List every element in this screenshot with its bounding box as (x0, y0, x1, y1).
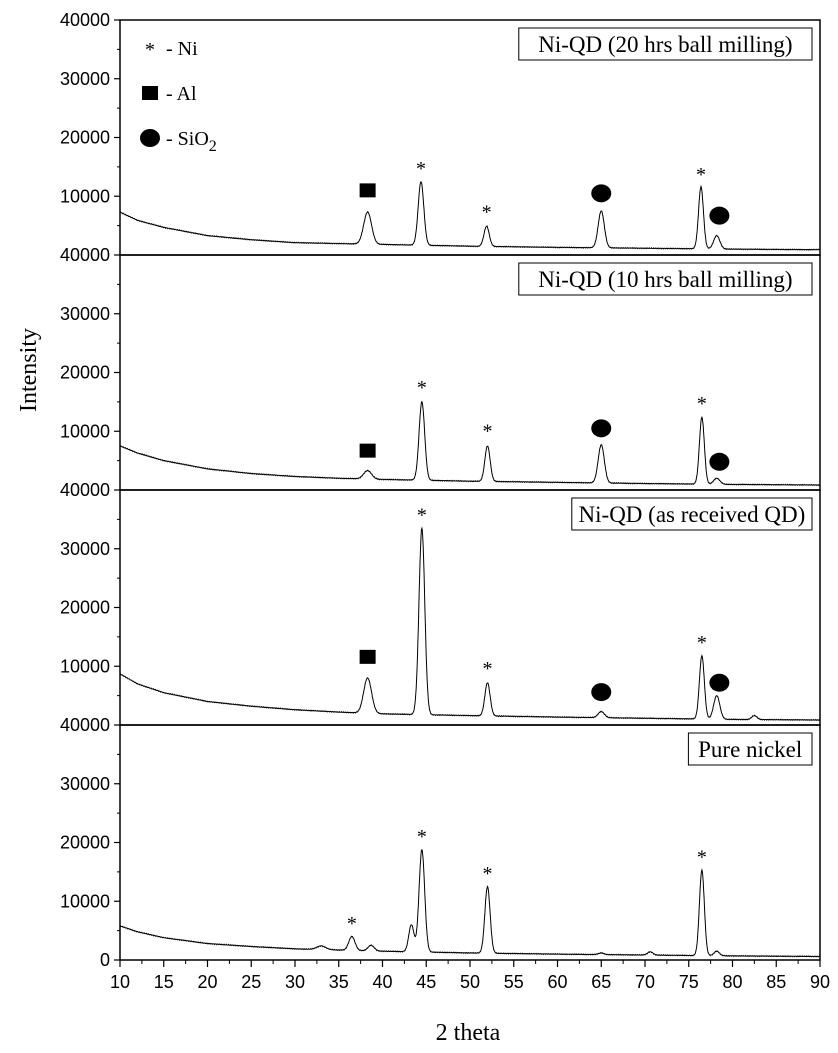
ni-peak-marker: * (696, 164, 706, 186)
panel-title: Ni-QD (20 hrs ball milling) (538, 32, 792, 57)
y-tick-label: 40000 (60, 480, 110, 500)
y-tick-label: 20000 (60, 598, 110, 618)
ni-peak-marker: * (416, 158, 426, 180)
panel-title-box (687, 732, 813, 766)
sio2-peak-marker (591, 683, 612, 702)
legend-square-symbol (142, 86, 158, 100)
legend-label-subscript: 2 (209, 138, 217, 155)
xrd-pattern-line (119, 181, 821, 251)
xrd-pattern-line (119, 848, 821, 958)
legend-star-symbol: * (145, 39, 155, 61)
panel-title: Ni-QD (as received QD) (579, 502, 806, 527)
ni-peak-marker: * (417, 505, 427, 527)
y-tick-label: 10000 (60, 891, 110, 911)
x-tick-label: 70 (635, 972, 655, 992)
ni-peak-marker: * (697, 393, 707, 415)
x-tick-label: 85 (766, 972, 786, 992)
x-tick-label: 25 (241, 972, 261, 992)
sio2-peak-marker (709, 452, 730, 471)
ni-peak-marker: * (417, 377, 427, 399)
sio2-peak-marker (709, 206, 730, 225)
sio2-peak-marker (591, 419, 612, 438)
x-tick-label: 10 (110, 972, 130, 992)
ni-peak-marker: * (483, 863, 493, 885)
ni-peak-marker: * (347, 913, 357, 935)
ni-peak-marker: * (482, 201, 492, 223)
y-tick-label: 30000 (60, 304, 110, 324)
x-tick-label: 60 (547, 972, 567, 992)
y-axis-title: Intensity (16, 328, 42, 412)
y-tick-label: 10000 (60, 186, 110, 206)
ni-peak-marker: * (483, 658, 493, 680)
ni-peak-marker: * (697, 632, 707, 654)
y-tick-label: 20000 (60, 833, 110, 853)
panel-title-box (518, 262, 813, 296)
x-tick-label: 15 (154, 972, 174, 992)
y-tick-label: 40000 (60, 10, 110, 30)
legend-label: - Ni (166, 38, 198, 60)
x-tick-label: 45 (416, 972, 436, 992)
xrd-pattern-line (119, 526, 821, 721)
al-peak-marker (359, 183, 376, 198)
legend-label: - Al (166, 83, 197, 105)
ni-peak-marker: * (483, 420, 493, 442)
panel-title-box (518, 27, 813, 61)
legend-circle-symbol (140, 129, 160, 147)
y-tick-label: 10000 (60, 656, 110, 676)
x-axis-title: 2 theta (436, 1020, 501, 1046)
panel-title-box (571, 497, 813, 531)
ni-peak-marker: * (417, 826, 427, 848)
x-tick-label: 80 (722, 972, 742, 992)
y-tick-label: 40000 (60, 715, 110, 735)
x-tick-label: 20 (197, 972, 217, 992)
xrd-pattern-line (119, 400, 821, 487)
panel-1: 10000 20000 30000 40000 * * * Ni-QD (20 hrs bal… (60, 10, 821, 256)
sio2-peak-marker (709, 673, 730, 692)
panel-2: 10000 20000 30000 40000 * * * Ni-QD (10 hrs bal… (60, 245, 821, 491)
x-tick-label: 35 (329, 972, 349, 992)
x-tick-label: 65 (591, 972, 611, 992)
legend-label: - SiO2 (166, 128, 217, 155)
panel-4: 0 10000 20000 30000 40000 * * * * Pure nickel (60, 715, 821, 970)
y-tick-label: 30000 (60, 539, 110, 559)
x-tick-label: 75 (679, 972, 699, 992)
x-tick-label: 30 (285, 972, 305, 992)
al-peak-marker (359, 443, 376, 458)
legend: * - Ni - Al - SiO2 (140, 38, 217, 155)
sio2-peak-marker (591, 184, 612, 203)
panel-3: 10000 20000 30000 40000 * * * Ni-QD (as receive… (60, 480, 821, 726)
x-tick-label: 90 (810, 972, 830, 992)
al-peak-marker (359, 649, 376, 664)
y-tick-label: 10000 (60, 421, 110, 441)
y-tick-label: 40000 (60, 245, 110, 265)
panel-title: Pure nickel (698, 737, 802, 762)
y-tick-label: 20000 (60, 128, 110, 148)
x-tick-label: 50 (460, 972, 480, 992)
panel-title: Ni-QD (10 hrs ball milling) (538, 267, 792, 292)
y-tick-label: 30000 (60, 69, 110, 89)
x-tick-label: 40 (372, 972, 392, 992)
y-tick-label: 20000 (60, 363, 110, 383)
y-tick-label: 0 (100, 950, 110, 970)
y-tick-label: 30000 (60, 774, 110, 794)
ni-peak-marker: * (697, 846, 707, 868)
x-tick-label: 55 (504, 972, 524, 992)
